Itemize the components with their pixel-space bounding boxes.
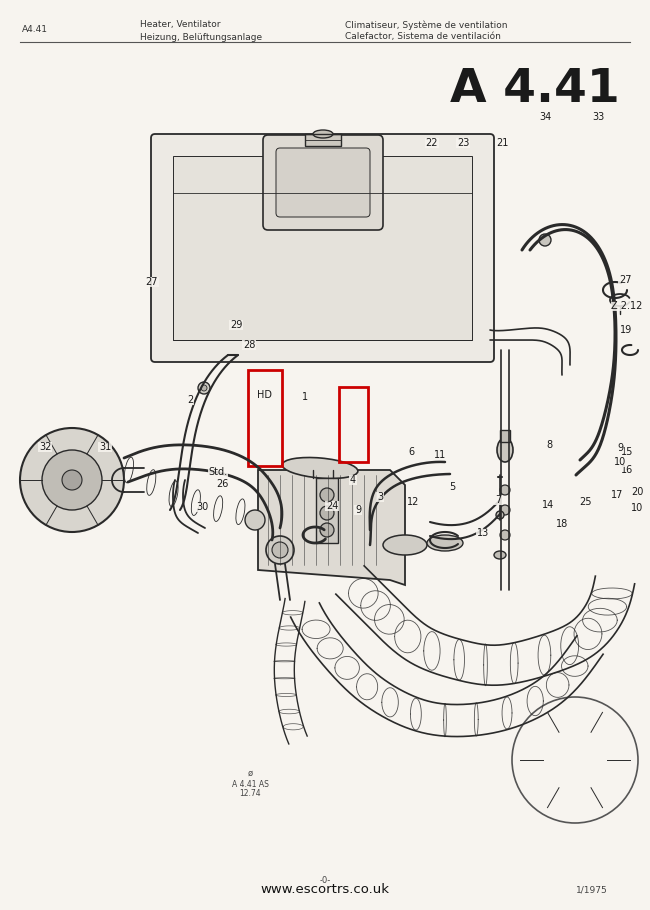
Text: 27: 27 [619,275,631,285]
Text: 19: 19 [620,325,632,335]
Ellipse shape [282,458,358,479]
Text: 8: 8 [546,440,552,450]
Bar [305,134,341,146]
Text: 23: 23 [457,138,469,148]
Circle shape [564,749,586,771]
FancyBboxPatch shape [263,135,383,230]
Text: Climatiseur, Système de ventilation: Climatiseur, Système de ventilation [345,20,508,30]
Text: 3: 3 [377,492,383,502]
Text: 1/1975: 1/1975 [576,885,608,895]
Ellipse shape [236,499,245,524]
Text: www.escortrs.co.uk: www.escortrs.co.uk [261,884,389,896]
Ellipse shape [214,496,223,521]
Circle shape [520,705,630,815]
Ellipse shape [383,535,427,555]
Text: 31: 31 [99,442,111,452]
Text: 24: 24 [326,501,338,511]
Polygon shape [258,470,405,585]
Text: 32: 32 [39,442,51,452]
Bar [339,387,368,462]
Text: 25: 25 [580,497,592,507]
Text: 12: 12 [407,497,419,507]
Text: 9: 9 [355,505,361,515]
Circle shape [320,506,334,520]
Text: 20: 20 [630,487,644,497]
Text: 13: 13 [477,528,489,538]
Text: 30: 30 [196,502,208,512]
Bar [173,156,472,340]
Text: A4.41: A4.41 [22,25,48,35]
Text: 18: 18 [556,519,568,529]
Circle shape [272,542,288,558]
Circle shape [320,523,334,537]
Text: 21: 21 [496,138,508,148]
Bar [500,430,510,442]
Ellipse shape [313,130,333,138]
Text: A 4.41 AS: A 4.41 AS [232,780,268,789]
Text: 7: 7 [495,495,501,505]
Text: 4: 4 [350,475,356,485]
Text: 5: 5 [449,482,455,492]
Text: 10: 10 [614,457,626,467]
Circle shape [62,470,82,490]
Text: -0-: -0- [319,876,331,885]
Text: A 4.41: A 4.41 [450,67,620,113]
Text: Heizung, Belüftungsanlage: Heizung, Belüftungsanlage [140,33,262,42]
Text: 10: 10 [631,503,643,513]
Text: 17: 17 [611,490,623,500]
Bar [248,370,282,466]
Circle shape [539,234,551,246]
Ellipse shape [147,470,156,495]
Bar [316,478,338,543]
Text: 28: 28 [243,340,255,350]
Circle shape [266,536,294,564]
Text: HD: HD [257,390,272,400]
Ellipse shape [169,480,178,507]
Text: Calefactor, Sistema de ventilación: Calefactor, Sistema de ventilación [345,33,501,42]
Circle shape [500,505,510,515]
Ellipse shape [494,551,506,559]
Circle shape [543,728,607,792]
Text: 16: 16 [621,465,633,475]
Text: 26: 26 [216,479,228,489]
Circle shape [245,510,265,530]
Text: 15: 15 [621,447,633,457]
Text: 6: 6 [408,447,414,457]
Text: 14: 14 [542,500,554,510]
Ellipse shape [191,490,200,515]
Text: 1: 1 [302,392,308,402]
Text: 11: 11 [434,450,446,460]
Ellipse shape [280,500,289,525]
Text: 33: 33 [592,112,604,122]
Text: Z 2.12: Z 2.12 [611,301,643,311]
Circle shape [201,385,207,391]
Text: 22: 22 [426,138,438,148]
Circle shape [20,428,124,532]
Ellipse shape [124,457,133,483]
Text: 12.74: 12.74 [239,789,261,798]
Circle shape [500,530,510,540]
Ellipse shape [497,438,513,462]
Text: Heater, Ventilator: Heater, Ventilator [140,21,220,29]
FancyBboxPatch shape [276,148,370,217]
Circle shape [198,382,210,394]
Circle shape [500,485,510,495]
FancyBboxPatch shape [151,134,494,362]
Text: 34: 34 [539,112,551,122]
Ellipse shape [427,535,463,551]
Text: ø: ø [248,769,253,778]
Circle shape [512,697,638,823]
Text: 2: 2 [187,395,193,405]
Circle shape [320,488,334,502]
Text: 29: 29 [230,320,242,330]
Circle shape [42,450,102,510]
Text: 27: 27 [146,277,158,287]
Text: 9: 9 [617,443,623,453]
Circle shape [496,511,504,519]
Ellipse shape [258,500,267,525]
Text: Std.: Std. [209,467,228,477]
